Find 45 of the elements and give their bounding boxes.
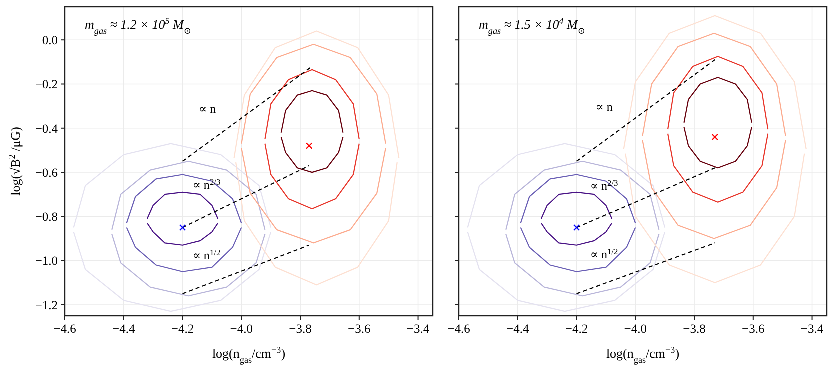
- line-series: [112, 234, 266, 297]
- x-tick-label: −3.8: [683, 322, 706, 336]
- x-tick-label: −4.2: [171, 322, 194, 336]
- x-tick-label: −4.0: [230, 322, 253, 336]
- line-series: [241, 148, 386, 244]
- x-axis-title: log(n$_{gas}$/cm$^{−3}$): [606, 345, 680, 365]
- x-tick-label: −4.0: [624, 322, 647, 336]
- line-series: [112, 160, 266, 230]
- x-tick-label: −4.2: [565, 322, 588, 336]
- line-series: [264, 143, 360, 210]
- line-series: [264, 69, 360, 140]
- line-series: [280, 136, 344, 174]
- y-tick-label: 0.0: [42, 33, 58, 48]
- annotation: m$_{gas}$ ≈ 1.2 × 10$^{5}$ M$_{⊙}$: [85, 16, 192, 36]
- x-tick-label: −3.6: [348, 322, 371, 336]
- x-tick-label: −4.6: [54, 322, 76, 336]
- x-tick-label: −4.4: [112, 322, 136, 336]
- line-series: [146, 192, 219, 220]
- annotation: ∝ n: [199, 102, 216, 116]
- y-tick-label: −0.4: [35, 122, 59, 136]
- line-series: [146, 222, 219, 246]
- x-tick-label: −3.4: [406, 322, 430, 336]
- y-tick-label: −0.6: [35, 166, 58, 180]
- line-series: [126, 174, 242, 224]
- annotation: ∝ n$^{1/2}$: [192, 248, 221, 262]
- line-series: [126, 227, 242, 272]
- annotation: m$_{gas}$ ≈ 1.5 × 10$^{4}$ M$_{⊙}$: [479, 16, 586, 36]
- x-tick-label: −4.6: [448, 322, 470, 336]
- x-tick-label: −4.4: [506, 322, 530, 336]
- y-tick-label: −1.2: [35, 298, 58, 312]
- annotation: ∝ n$^{2/3}$: [192, 178, 221, 192]
- x-axis-title: log(n$_{gas}$/cm$^{−3}$): [212, 345, 286, 365]
- annotation: ∝ n$^{2/3}$: [590, 178, 618, 193]
- y-tick-label: −0.2: [35, 78, 58, 92]
- line-series: [235, 162, 398, 286]
- x-tick-label: −3.8: [289, 322, 312, 336]
- y-tick-label: −1.0: [35, 254, 58, 268]
- y-tick-label: −0.8: [35, 210, 58, 224]
- x-tick-label: −3.4: [800, 322, 824, 336]
- annotation: ∝ n$^{1/2}$: [590, 247, 618, 262]
- x-tick-label: −3.6: [742, 322, 765, 336]
- line-series: [234, 30, 400, 159]
- line-series: [280, 90, 344, 134]
- line-series: [241, 44, 386, 144]
- annotation: ∝ n: [596, 100, 613, 114]
